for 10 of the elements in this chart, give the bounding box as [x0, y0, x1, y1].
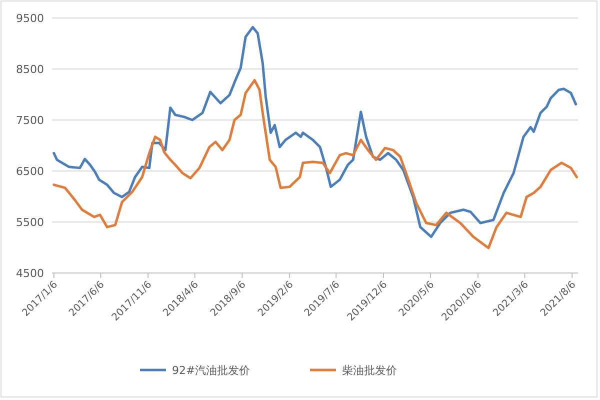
legend-label: 柴油批发价: [342, 364, 397, 377]
y-tick-label: 9500: [16, 12, 44, 25]
line-series: [52, 26, 578, 238]
legend-label: 92#汽油批发价: [172, 364, 250, 377]
y-tick-label: 5500: [16, 216, 44, 229]
y-tick-label: 8500: [16, 63, 44, 76]
y-tick-label: 4500: [16, 267, 44, 280]
y-tick-label: 7500: [16, 114, 44, 127]
line-series: [52, 78, 578, 250]
y-tick-label: 6500: [16, 165, 44, 178]
